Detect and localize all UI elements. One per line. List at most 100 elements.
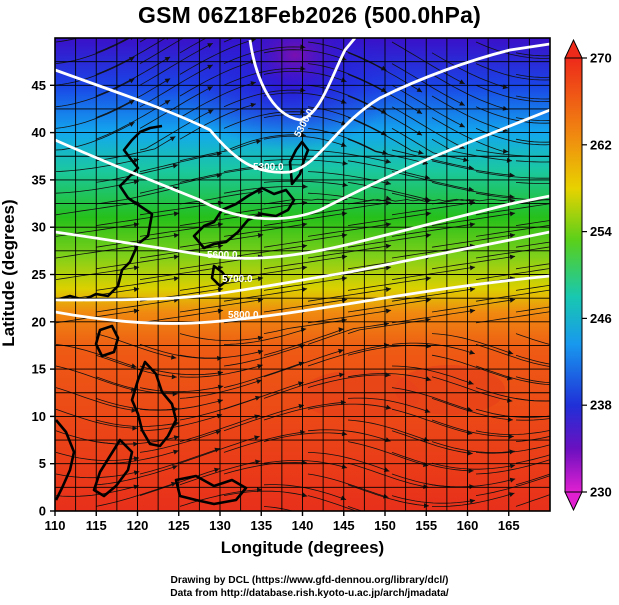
streamline bbox=[431, 160, 515, 176]
streamline bbox=[55, 266, 140, 280]
streamline-arrow bbox=[254, 414, 260, 420]
streamline bbox=[431, 138, 513, 162]
streamline-arrow bbox=[207, 22, 213, 27]
streamline-arrow bbox=[551, 473, 557, 478]
colorbar-tick-label: 230 bbox=[590, 485, 612, 500]
streamline bbox=[307, 84, 387, 114]
streamline bbox=[431, 198, 516, 205]
streamline-arrow bbox=[255, 459, 261, 465]
x-tick-label: 155 bbox=[415, 518, 437, 533]
streamline bbox=[307, 344, 390, 367]
colorbar-tick-label: 246 bbox=[590, 311, 612, 326]
colorbar: 270 262 254 246 238 230 bbox=[564, 38, 612, 512]
streamline bbox=[55, 201, 140, 216]
streamline-arrow bbox=[173, 276, 180, 282]
streamline-arrow bbox=[385, 308, 392, 314]
x-tick-label: 150 bbox=[374, 518, 396, 533]
streamline bbox=[431, 333, 514, 355]
streamline-arrow bbox=[341, 211, 348, 217]
streamline-arrow bbox=[385, 158, 391, 164]
streamline bbox=[475, 224, 550, 237]
streamline-arrow bbox=[555, 154, 560, 159]
streamline-arrow bbox=[591, 439, 597, 444]
streamline bbox=[515, 182, 550, 184]
streamline bbox=[347, 277, 432, 291]
streamline-arrow bbox=[425, 376, 432, 382]
streamline bbox=[307, 452, 390, 472]
streamline-arrow bbox=[385, 195, 392, 201]
streamline-arrow bbox=[594, 255, 599, 260]
streamline-arrow bbox=[301, 287, 308, 292]
x-tick-label: 125 bbox=[168, 518, 190, 533]
streamline bbox=[223, 461, 307, 475]
streamline bbox=[347, 318, 431, 334]
streamline bbox=[307, 41, 387, 71]
streamline-arrow bbox=[133, 287, 140, 292]
streamline bbox=[475, 106, 550, 124]
streamline bbox=[263, 277, 348, 291]
streamline-arrow bbox=[469, 308, 476, 314]
streamline bbox=[139, 448, 221, 475]
streamline-arrow bbox=[594, 194, 599, 199]
streamline-arrow bbox=[164, 56, 171, 62]
streamline bbox=[515, 284, 550, 291]
streamline bbox=[475, 84, 550, 103]
streamline-arrow bbox=[554, 222, 559, 227]
streamline-arrow bbox=[385, 372, 391, 378]
streamline bbox=[347, 373, 432, 381]
streamline-arrow bbox=[173, 233, 180, 238]
streamline bbox=[347, 234, 432, 248]
streamline bbox=[307, 495, 358, 511]
streamline bbox=[347, 138, 428, 165]
streamline-arrow bbox=[594, 211, 599, 216]
streamline bbox=[263, 159, 348, 165]
streamline-arrow bbox=[341, 464, 348, 469]
streamline bbox=[263, 460, 348, 469]
streamline-arrow bbox=[173, 435, 180, 441]
streamline-arrow bbox=[509, 463, 516, 469]
streamline-arrow bbox=[555, 197, 560, 202]
streamline-arrow bbox=[132, 425, 138, 431]
streamline-arrow bbox=[217, 384, 224, 390]
streamline-arrow bbox=[128, 57, 135, 62]
streamline bbox=[347, 484, 430, 507]
streamline bbox=[347, 160, 431, 179]
streamline-arrow bbox=[133, 222, 140, 228]
streamline-arrow bbox=[459, 122, 465, 128]
streamline bbox=[223, 328, 307, 345]
streamline-arrow bbox=[129, 14, 135, 19]
x-tick-label: 160 bbox=[457, 518, 479, 533]
streamline bbox=[307, 403, 392, 410]
streamline bbox=[307, 429, 391, 442]
streamline-arrow bbox=[301, 265, 308, 271]
lat-lon-grid bbox=[55, 38, 550, 511]
streamline bbox=[179, 81, 257, 118]
streamline bbox=[431, 376, 513, 402]
streamline bbox=[431, 95, 509, 132]
streamline bbox=[475, 246, 550, 259]
streamline-arrow bbox=[257, 233, 264, 238]
streamline-arrow bbox=[418, 149, 424, 155]
x-tick-label: 140 bbox=[292, 518, 314, 533]
streamline bbox=[391, 41, 465, 85]
streamline bbox=[223, 164, 308, 172]
streamline bbox=[139, 385, 224, 393]
streamline bbox=[55, 452, 140, 461]
streamline bbox=[431, 234, 516, 248]
y-axis-ticks: 0 5 10 15 20 25 30 35 40 45 bbox=[32, 78, 55, 519]
streamline bbox=[223, 245, 308, 259]
streamline bbox=[55, 485, 140, 497]
contour-label: 5600.0 bbox=[207, 250, 238, 261]
streamline bbox=[179, 489, 263, 507]
streamline bbox=[223, 111, 306, 129]
streamline bbox=[139, 174, 222, 194]
streamline bbox=[223, 223, 308, 237]
streamline-arrow bbox=[129, 122, 135, 127]
streamline-arrow bbox=[250, 38, 256, 43]
streamline-arrow bbox=[554, 413, 559, 418]
streamline bbox=[431, 182, 515, 198]
streamline bbox=[307, 374, 391, 388]
streamline bbox=[431, 478, 516, 488]
streamline-arrow bbox=[552, 78, 557, 83]
